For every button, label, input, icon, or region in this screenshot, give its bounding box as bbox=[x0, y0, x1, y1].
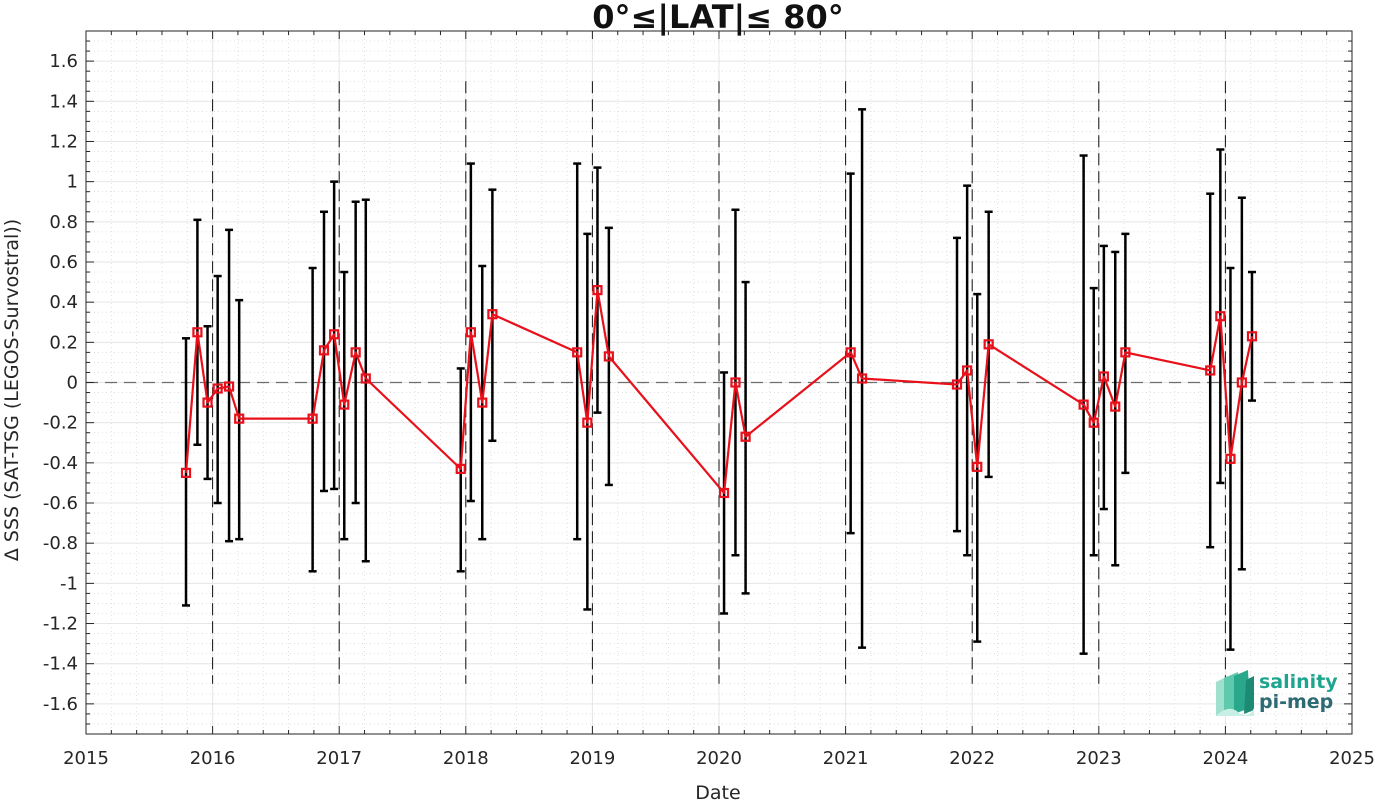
data-point bbox=[212, 383, 223, 394]
data-point bbox=[350, 347, 361, 358]
data-point bbox=[477, 397, 488, 408]
x-tick-label: 2021 bbox=[823, 748, 869, 769]
x-tick-label: 2022 bbox=[949, 748, 995, 769]
chart-title: 0°≤|LAT|≤ 80° bbox=[592, 0, 843, 37]
y-tick-label: 0.8 bbox=[49, 212, 78, 233]
data-point bbox=[1078, 399, 1089, 410]
series-line bbox=[184, 289, 1254, 495]
data-point bbox=[339, 399, 350, 410]
data-point bbox=[318, 345, 330, 356]
data-point bbox=[1120, 347, 1131, 358]
data-point bbox=[951, 379, 963, 390]
x-tick-label: 2019 bbox=[569, 748, 615, 769]
y-tick-label: -1.4 bbox=[43, 654, 78, 675]
data-point bbox=[307, 413, 318, 424]
data-point bbox=[223, 381, 235, 392]
data-point bbox=[192, 327, 203, 338]
salinity-pi-mep-logo: salinity pi-mep bbox=[1216, 670, 1338, 716]
logo-wave-icon bbox=[1216, 670, 1254, 716]
data-point bbox=[360, 373, 371, 384]
y-tick-label: 1.2 bbox=[49, 131, 78, 152]
axis-ticks bbox=[85, 31, 1353, 734]
data-point bbox=[1215, 311, 1226, 322]
data-point bbox=[180, 467, 192, 478]
data-point bbox=[983, 339, 994, 350]
x-tick-label: 2018 bbox=[443, 748, 489, 769]
y-tick-label: -0.8 bbox=[43, 533, 78, 554]
data-point bbox=[845, 347, 856, 358]
y-tick-label: 1.6 bbox=[49, 51, 78, 72]
x-tick-label: 2024 bbox=[1202, 748, 1248, 769]
data-point bbox=[718, 487, 730, 499]
data-point bbox=[1088, 417, 1099, 428]
y-tick-label: -0.6 bbox=[43, 493, 78, 514]
x-axis-label: Date bbox=[695, 782, 740, 801]
data-point bbox=[962, 365, 973, 376]
data-point bbox=[465, 327, 476, 338]
x-tick-labels: 2015 2016 2017 2018 2019 2020 2021 2022 2023 2024… bbox=[63, 748, 1374, 769]
data-point bbox=[740, 431, 751, 442]
y-tick-label: 1.4 bbox=[49, 91, 78, 112]
x-tick-label: 2016 bbox=[190, 748, 236, 769]
y-tick-label: 0.4 bbox=[49, 292, 78, 313]
data-markers bbox=[180, 285, 1258, 499]
data-point bbox=[329, 329, 340, 340]
data-point bbox=[1236, 377, 1247, 388]
logo-text-pi-mep: pi-mep bbox=[1259, 691, 1333, 713]
data-point bbox=[1098, 371, 1109, 382]
y-tick-label: -1 bbox=[60, 573, 78, 594]
x-tick-label: 2020 bbox=[696, 748, 742, 769]
y-axis-label: Δ SSS (SAT-TSG (LEGOS-Survostral)) bbox=[1, 219, 23, 561]
data-point bbox=[1110, 401, 1121, 412]
major-grid bbox=[85, 31, 1353, 734]
data-point bbox=[234, 413, 245, 424]
data-point bbox=[730, 377, 741, 388]
x-tick-label: 2025 bbox=[1329, 748, 1374, 769]
data-point bbox=[856, 373, 868, 384]
y-tick-label: 0.2 bbox=[49, 332, 78, 353]
series-path bbox=[184, 289, 1254, 495]
data-point bbox=[572, 347, 583, 358]
x-tick-label: 2023 bbox=[1076, 748, 1122, 769]
x-tick-label: 2015 bbox=[63, 748, 109, 769]
y-tick-label: 0 bbox=[67, 373, 78, 394]
year-marker-lines bbox=[212, 81, 1226, 684]
x-tick-label: 2017 bbox=[316, 748, 362, 769]
data-point bbox=[1205, 365, 1216, 376]
data-point bbox=[1225, 453, 1236, 464]
y-tick-label: -1.6 bbox=[43, 694, 78, 715]
data-point bbox=[1246, 331, 1258, 342]
y-tick-labels: -1.6 -1.4 -1.2 -1 -0.8 -0.6 -0.4 -0.2 0 0.2 0.4 0.6… bbox=[43, 51, 78, 715]
y-tick-label: 1 bbox=[67, 172, 78, 193]
data-point bbox=[592, 285, 603, 296]
y-tick-label: -1.2 bbox=[43, 614, 78, 635]
data-point bbox=[487, 309, 498, 320]
data-point bbox=[972, 461, 983, 472]
y-tick-label: -0.4 bbox=[43, 453, 78, 474]
data-point bbox=[455, 463, 466, 474]
data-point bbox=[603, 351, 614, 362]
logo-text-salinity: salinity bbox=[1259, 671, 1338, 693]
y-tick-label: 0.6 bbox=[49, 252, 78, 273]
data-point bbox=[202, 397, 213, 408]
data-point bbox=[582, 417, 593, 428]
y-tick-label: -0.2 bbox=[43, 413, 78, 434]
